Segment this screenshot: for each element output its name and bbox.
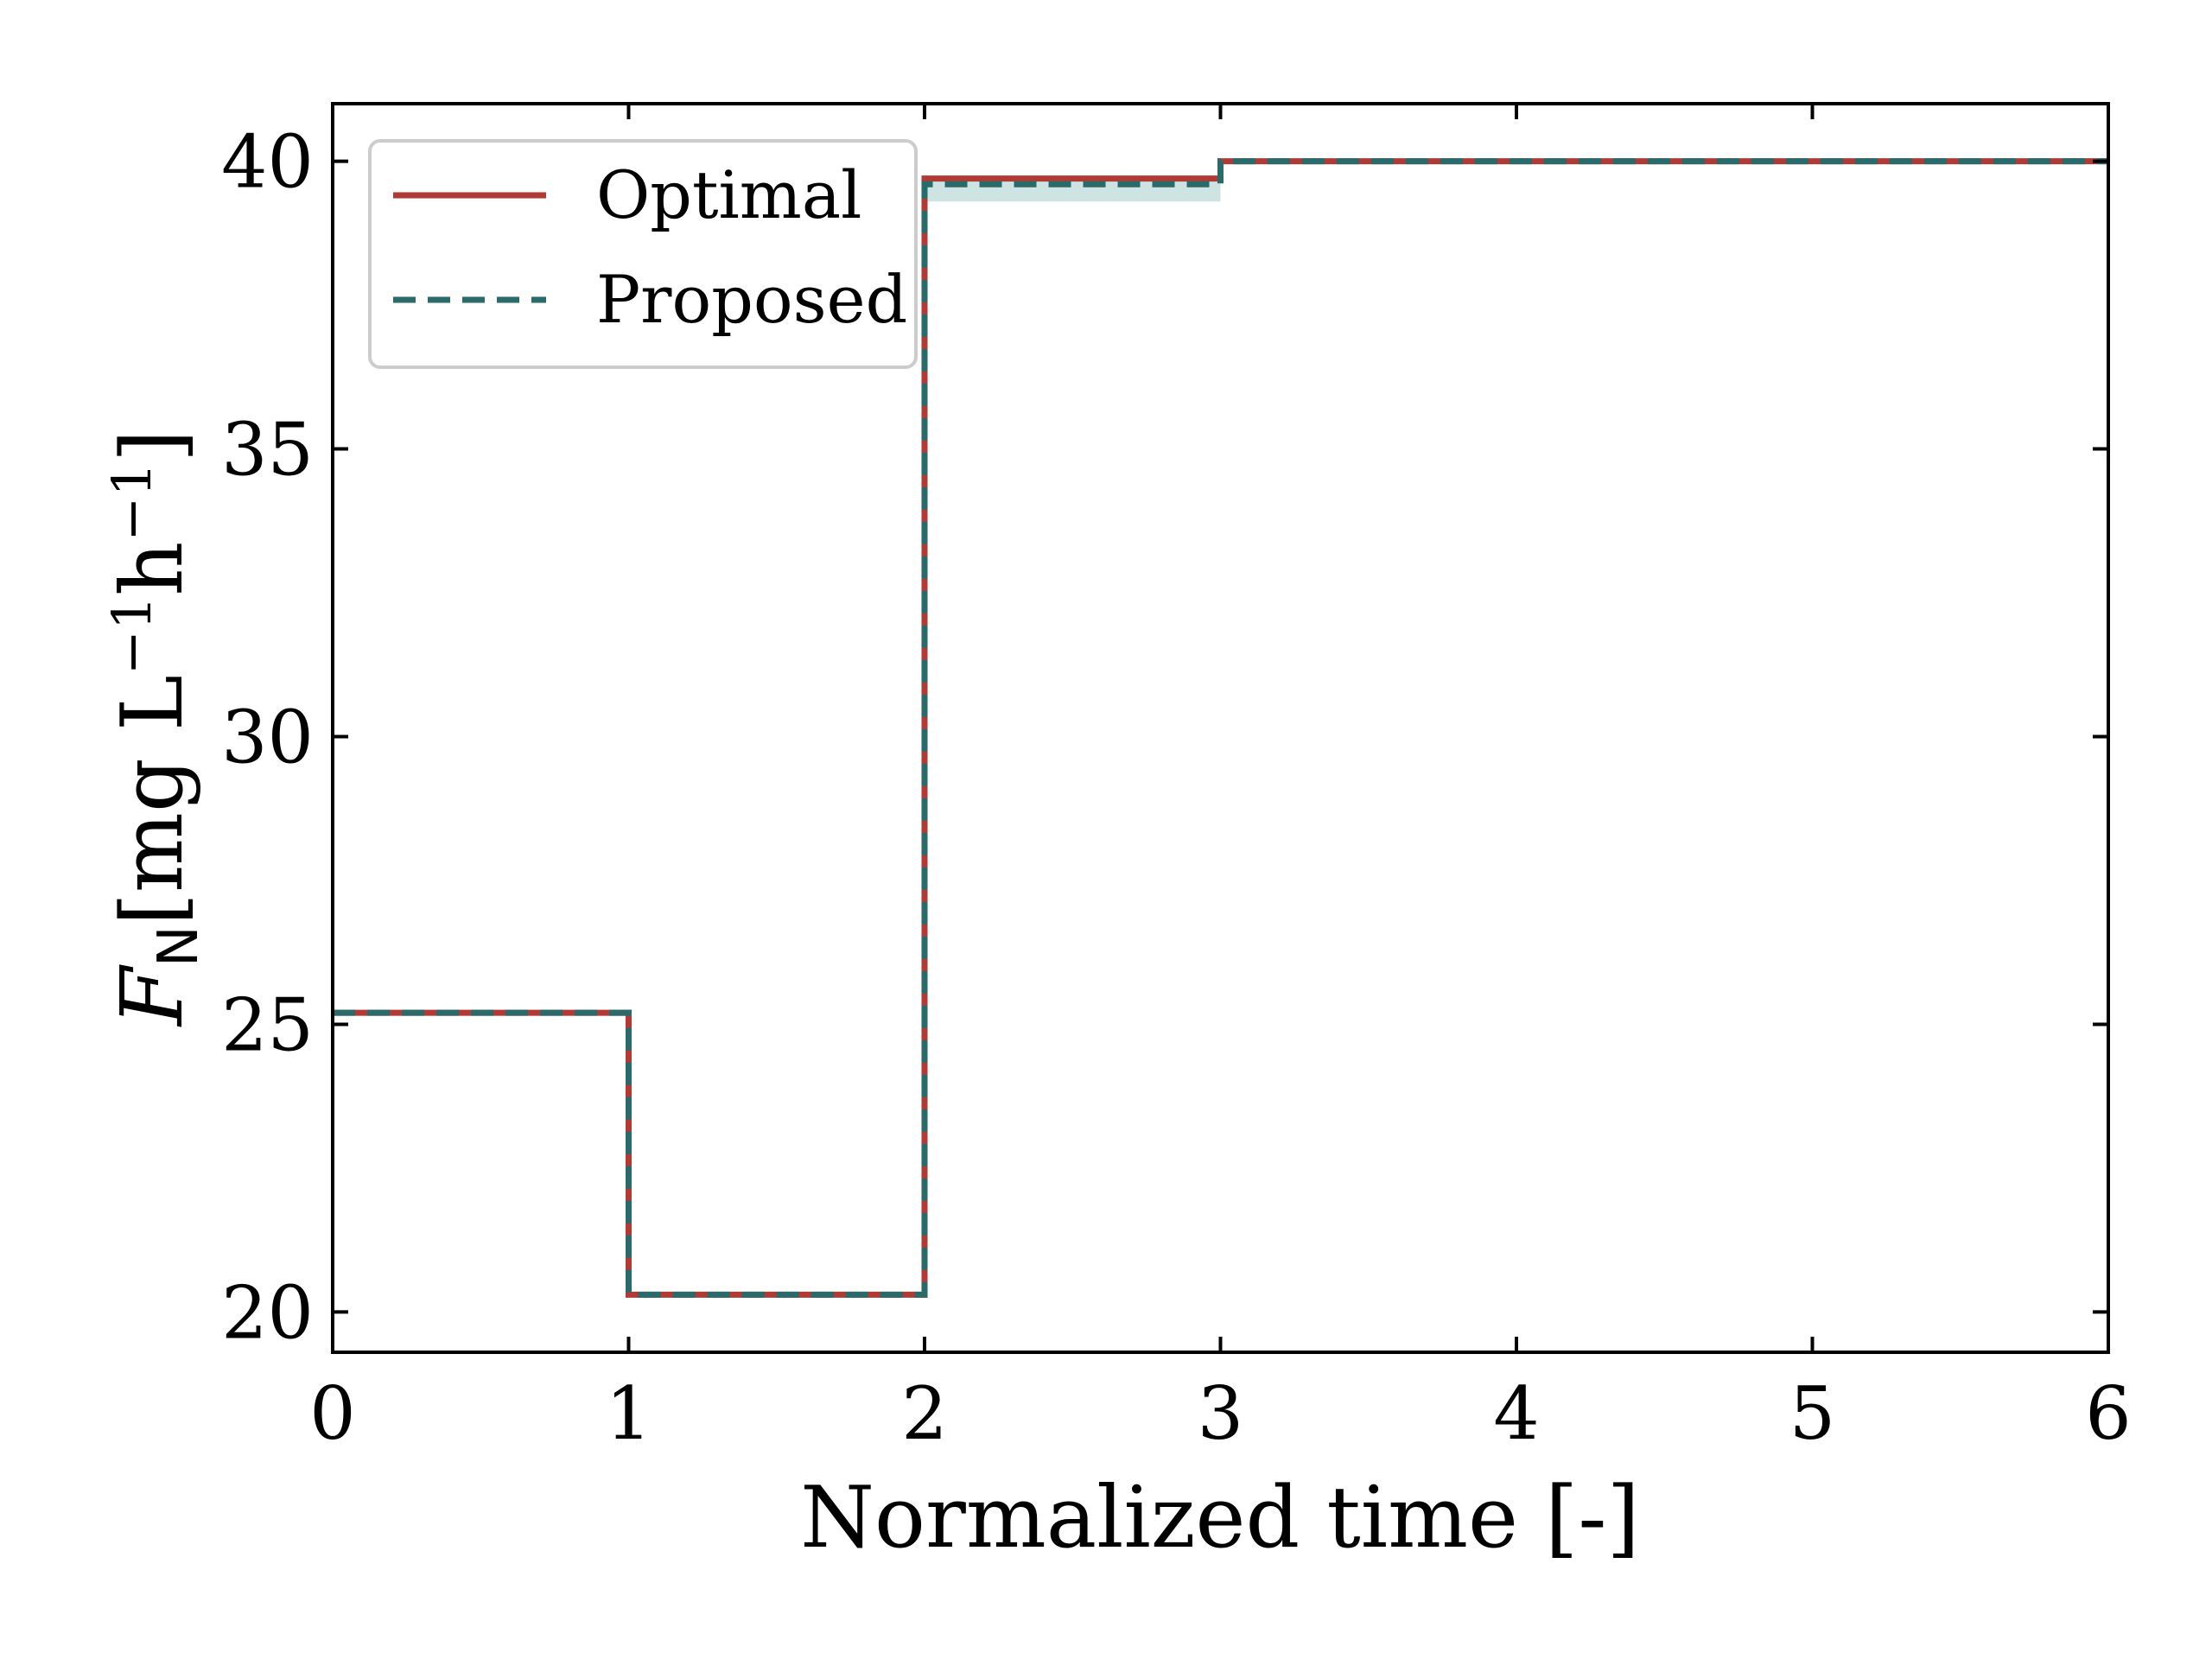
y-label-unit-mid: h: [104, 542, 202, 596]
x-tick-label: 0: [309, 1371, 355, 1456]
legend-label-optimal: Optimal: [596, 156, 862, 233]
x-tick-label: 6: [2085, 1371, 2131, 1456]
x-tick-label: 1: [606, 1371, 652, 1456]
y-tick-label: 25: [221, 982, 314, 1067]
y-tick-label: 40: [221, 120, 314, 205]
x-tick-label: 5: [1789, 1371, 1835, 1456]
y-label-unit-open: [mg L: [104, 675, 202, 925]
y-label-exponent-1: −1: [100, 596, 163, 675]
x-tick-label: 4: [1493, 1371, 1539, 1456]
x-tick-label: 3: [1198, 1371, 1243, 1456]
legend-label-proposed: Proposed: [596, 261, 907, 338]
uncertainty-band: [925, 181, 1221, 202]
y-label-symbol: F: [104, 964, 202, 1027]
y-label-exponent-2: −1: [100, 462, 163, 541]
uncertainty-band-segment: [925, 181, 1221, 202]
y-label-unit-close: ]: [104, 429, 202, 462]
y-tick-label: 35: [221, 408, 314, 493]
x-tick-label: 2: [901, 1371, 947, 1456]
y-tick-label: 30: [221, 695, 314, 779]
legend: Optimal Proposed: [368, 139, 918, 369]
series-line-proposed: [333, 158, 2108, 1298]
y-axis: 20 25 30 35 40: [221, 120, 2108, 1355]
x-axis: 0 1 2 3 4 5 6: [309, 104, 2132, 1456]
y-axis-label: FN[mg L−1h−1]: [100, 429, 211, 1027]
y-label-subscript: N: [147, 925, 211, 967]
x-axis-label: Normalized time [-]: [800, 1469, 1640, 1567]
y-tick-label: 20: [221, 1270, 314, 1355]
series-layer: [333, 158, 2108, 1298]
